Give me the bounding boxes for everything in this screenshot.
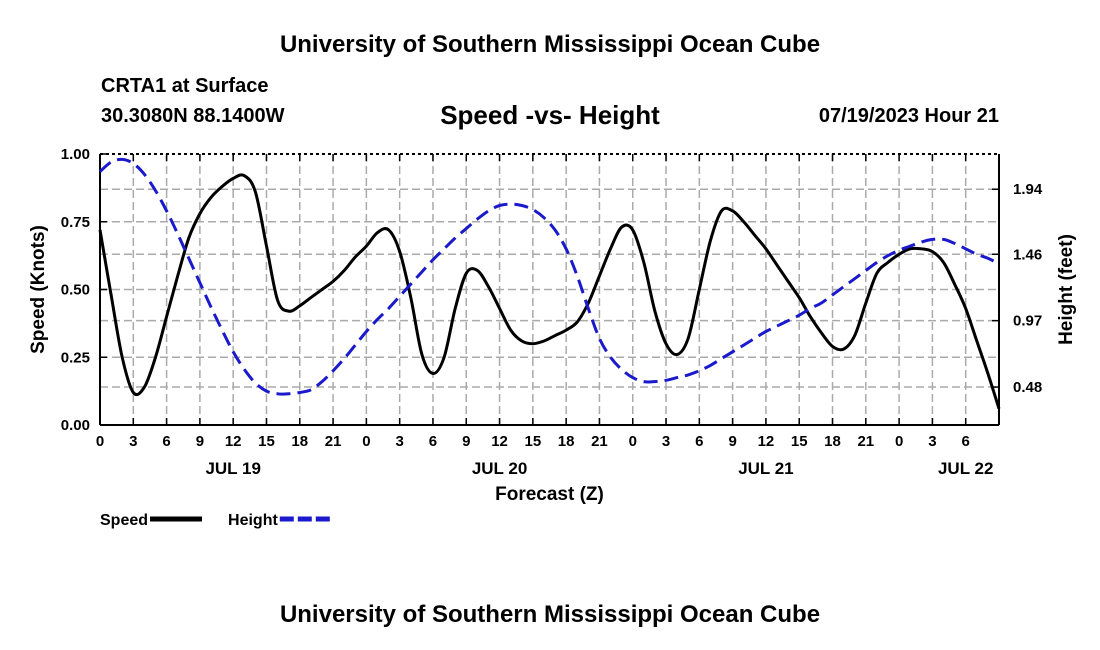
page-title: University of Southern Mississippi Ocean…	[279, 31, 821, 58]
y-tick-label: 1.00	[61, 146, 90, 163]
x-tick-label: 15	[258, 433, 275, 450]
x-tick-label: 3	[662, 433, 670, 450]
legend-label: Speed	[100, 512, 148, 529]
x-tick-label: 6	[695, 433, 703, 450]
x-tick-label: 0	[96, 433, 104, 450]
x-tick-label: 21	[591, 433, 608, 450]
x-tick-label: 0	[895, 433, 903, 450]
y2-tick-label: 0.48	[1013, 379, 1042, 396]
x-tick-label: 9	[196, 433, 204, 450]
datetime-label: 07/19/2023 Hour 21	[818, 105, 999, 127]
x-tick-label: 12	[491, 433, 508, 450]
x-tick-label: 15	[791, 433, 808, 450]
y-tick-label: 0.75	[61, 214, 90, 231]
x-tick-label: 6	[429, 433, 437, 450]
x-tick-label: 18	[291, 433, 308, 450]
x-tick-label: 18	[824, 433, 841, 450]
height-series-line	[98, 157, 1000, 396]
y-tick-label: 0.50	[61, 282, 90, 299]
x-tick-label: 3	[129, 433, 137, 450]
day-label: JUL 20	[472, 459, 527, 478]
x-tick-label: 12	[758, 433, 775, 450]
y-axis-label: Speed (Knots)	[28, 225, 49, 354]
x-tick-label: 6	[962, 433, 970, 450]
x-tick-label: 3	[395, 433, 403, 450]
x-tick-label: 9	[728, 433, 736, 450]
y2-tick-label: 1.94	[1013, 181, 1043, 198]
y2-tick-label: 0.97	[1013, 313, 1042, 330]
chart-title: Speed -vs- Height	[440, 100, 660, 130]
legend-label: Height	[228, 512, 278, 529]
x-axis-label: Forecast (Z)	[495, 484, 604, 505]
x-tick-label: 3	[928, 433, 936, 450]
x-tick-label: 9	[462, 433, 470, 450]
x-tick-label: 18	[558, 433, 575, 450]
y2-axis-label: Height (feet)	[1056, 234, 1077, 345]
x-tick-label: 6	[162, 433, 170, 450]
day-label: JUL 21	[738, 459, 793, 478]
station-label: CRTA1 at Surface	[101, 75, 269, 97]
x-tick-label: 21	[325, 433, 342, 450]
coordinates-label: 30.3080N 88.1400W	[101, 105, 285, 127]
y2-tick-label: 1.46	[1013, 246, 1042, 263]
x-tick-label: 21	[857, 433, 874, 450]
footer-title: University of Southern Mississippi Ocean…	[279, 601, 821, 628]
x-tick-label: 15	[525, 433, 542, 450]
y-tick-label: 0.00	[61, 417, 90, 434]
x-tick-label: 12	[225, 433, 242, 450]
day-label: JUL 19	[205, 459, 260, 478]
speed-series-line	[98, 173, 1001, 410]
day-label: JUL 22	[938, 459, 993, 478]
x-tick-label: 0	[362, 433, 370, 450]
y-tick-label: 0.25	[61, 349, 90, 366]
x-tick-label: 0	[629, 433, 637, 450]
